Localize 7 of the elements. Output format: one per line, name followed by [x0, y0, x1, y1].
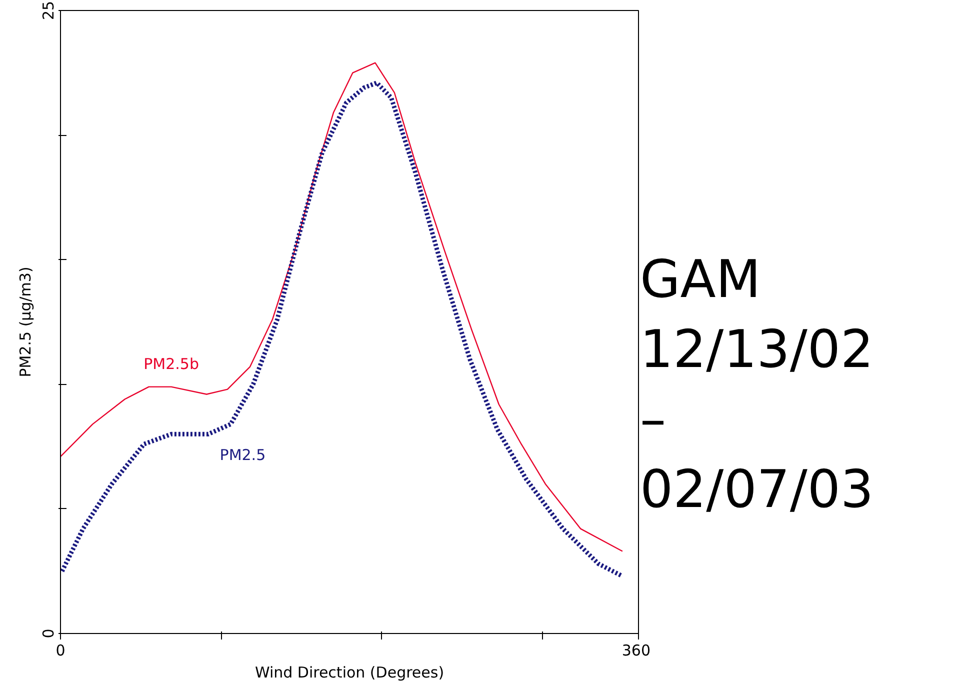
text: GAM 12/13/02 – 02/07/03 — [640, 249, 874, 522]
series-label: PM2.5b — [144, 354, 199, 373]
y-tick-label: 25 — [40, 0, 58, 20]
x-axis-title: Wind Direction (Degrees) — [254, 664, 444, 682]
y-axis-title: PM2.5 (µg/m3) — [16, 266, 34, 378]
series-label: PM2.5 — [220, 446, 266, 464]
x-tick-label: 360 — [622, 642, 651, 660]
